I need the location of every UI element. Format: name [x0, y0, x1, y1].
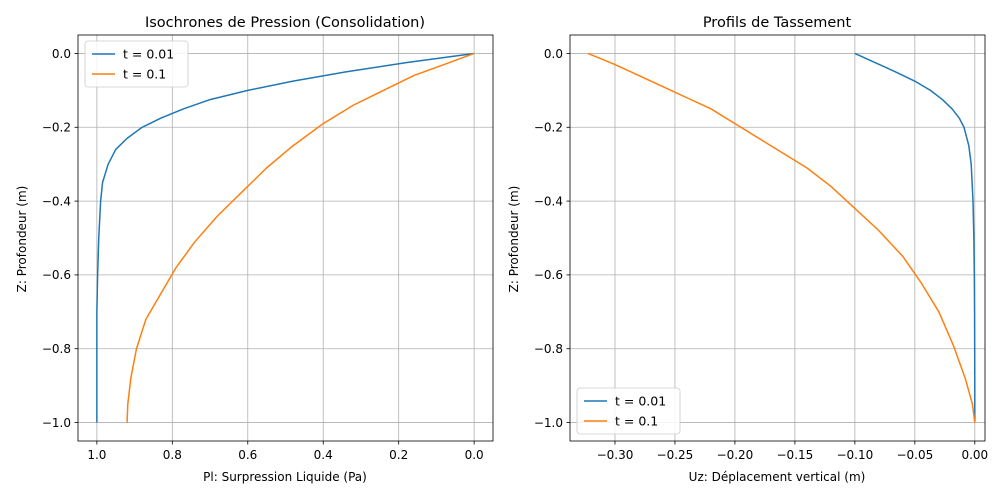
y-axis-label: Z: Profondeur (m) — [15, 186, 29, 293]
x-tick-label: 1.0 — [87, 448, 106, 462]
legend-label-2: t = 0.1 — [615, 414, 658, 429]
grid — [570, 35, 985, 441]
y-tick-label: −0.8 — [42, 342, 71, 356]
y-tick-label: 0.0 — [52, 47, 71, 61]
legend-label-2: t = 0.1 — [123, 67, 166, 82]
x-tick-label: 0.2 — [389, 448, 408, 462]
x-axis-label: Pl: Surpression Liquide (Pa) — [203, 470, 367, 484]
y-tick-label: −0.4 — [42, 194, 71, 208]
chart-title: Isochrones de Pression (Consolidation) — [145, 15, 425, 31]
y-tick-label: −0.4 — [534, 194, 563, 208]
legend-box — [576, 387, 681, 435]
series-line-1 — [96, 52, 475, 423]
y-ticks: 0.0 −0.2 −0.4 −0.6 −0.8 −1.0 — [534, 47, 570, 430]
chart-title: Profils de Tassement — [703, 15, 852, 31]
x-tick-label: −0.05 — [896, 448, 933, 462]
series-group — [96, 52, 475, 423]
y-tick-label: −1.0 — [42, 416, 71, 430]
legend: t = 0.01 t = 0.1 — [576, 387, 681, 435]
pressure-isochrones-panel: Isochrones de Pression (Consolidation) P… — [15, 15, 494, 484]
legend-label-1: t = 0.01 — [615, 394, 666, 409]
series-group — [587, 52, 976, 423]
y-tick-label: −0.6 — [42, 268, 71, 282]
series-line-2 — [126, 52, 475, 423]
legend: t = 0.01 t = 0.1 — [84, 40, 189, 88]
y-tick-label: −0.2 — [534, 121, 563, 135]
x-tick-label: −0.20 — [717, 448, 754, 462]
x-tick-label: 0.0 — [465, 448, 484, 462]
y-tick-label: −0.2 — [42, 121, 71, 135]
legend-box — [84, 40, 189, 88]
series-line-2 — [587, 52, 976, 423]
x-tick-label: −0.30 — [597, 448, 634, 462]
plot-frame — [77, 34, 494, 442]
x-tick-label: 0.00 — [961, 448, 988, 462]
y-ticks: 0.0 −0.2 −0.4 −0.6 −0.8 −1.0 — [42, 47, 78, 430]
x-ticks: −0.30 −0.25 −0.20 −0.15 −0.10 −0.05 0.00 — [597, 441, 988, 462]
x-axis-label: Uz: Déplacement vertical (m) — [689, 470, 866, 484]
x-tick-label: 0.4 — [314, 448, 333, 462]
grid — [78, 35, 493, 441]
y-tick-label: 0.0 — [544, 47, 563, 61]
series-line-1 — [854, 52, 976, 423]
x-tick-label: −0.25 — [657, 448, 694, 462]
legend-label-1: t = 0.01 — [123, 47, 174, 62]
x-tick-label: −0.10 — [836, 448, 873, 462]
y-tick-label: −1.0 — [534, 416, 563, 430]
x-tick-label: 0.8 — [163, 448, 182, 462]
y-axis-label: Z: Profondeur (m) — [507, 186, 521, 293]
plot-frame — [569, 34, 986, 442]
settlement-profiles-panel: Profils de Tassement Uz: Déplacement ver… — [507, 15, 988, 484]
y-tick-label: −0.6 — [534, 268, 563, 282]
x-ticks: 1.0 0.8 0.6 0.4 0.2 0.0 — [87, 441, 484, 462]
y-tick-label: −0.8 — [534, 342, 563, 356]
x-tick-label: 0.6 — [238, 448, 257, 462]
x-tick-label: −0.15 — [777, 448, 814, 462]
